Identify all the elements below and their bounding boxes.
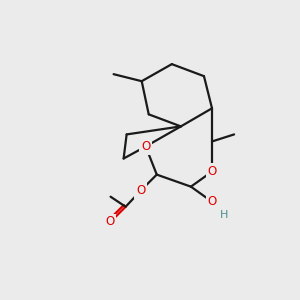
- Text: O: O: [207, 195, 217, 208]
- Text: O: O: [207, 165, 217, 178]
- Text: O: O: [141, 140, 150, 153]
- Text: H: H: [220, 210, 228, 220]
- Text: O: O: [136, 184, 145, 197]
- Text: O: O: [105, 215, 114, 228]
